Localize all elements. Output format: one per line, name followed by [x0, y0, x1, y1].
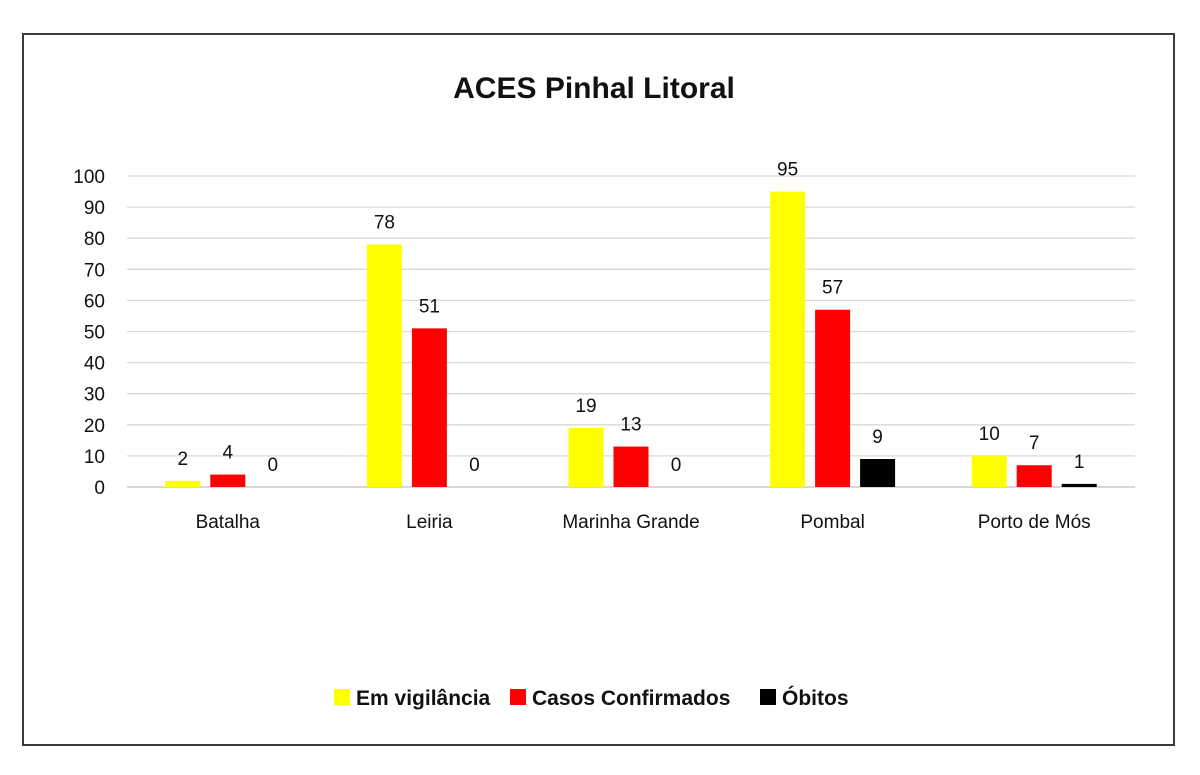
- category-label: Batalha: [196, 512, 261, 533]
- bar: [411, 328, 447, 487]
- category-label: Porto de Mós: [978, 512, 1091, 533]
- y-tick-label: 60: [84, 291, 105, 312]
- data-label: 78: [374, 212, 395, 233]
- legend-swatch: [510, 689, 526, 705]
- category-label: Marinha Grande: [562, 512, 699, 533]
- data-label: 2: [178, 449, 189, 470]
- y-tick-label: 20: [84, 416, 105, 437]
- data-label: 95: [777, 160, 798, 181]
- data-label: 10: [979, 424, 1000, 445]
- bar: [366, 244, 402, 487]
- bar: [815, 309, 851, 487]
- data-label: 13: [620, 415, 641, 436]
- y-tick-label: 80: [84, 229, 105, 250]
- bar: [165, 480, 201, 487]
- data-label: 51: [419, 296, 440, 317]
- bar: [568, 427, 604, 487]
- y-tick-label: 40: [84, 354, 105, 375]
- legend-label: Óbitos: [782, 686, 849, 710]
- data-label: 0: [469, 455, 480, 476]
- bar: [1061, 483, 1097, 487]
- y-tick-label: 100: [73, 167, 105, 188]
- x-axis: Batalha Leiria Marinha Grande Pombal Porto d…: [196, 512, 1091, 533]
- legend-label: Casos Confirmados: [532, 687, 730, 710]
- bar: [210, 474, 246, 487]
- bar: [1016, 465, 1052, 487]
- bar: [971, 455, 1007, 487]
- y-tick-label: 90: [84, 198, 105, 219]
- bar-chart: ACES Pinhal Litoral 01020304050607080901…: [73, 72, 1135, 710]
- data-label: 4: [223, 443, 234, 464]
- y-tick-label: 30: [84, 385, 105, 406]
- chart-frame: ACES Pinhal Litoral 0 10 20 30 40 50 60 70 80 90 1…: [22, 33, 1175, 746]
- chart-title: ACES Pinhal Litoral: [453, 72, 735, 105]
- data-label: 7: [1029, 433, 1040, 454]
- bars: [165, 191, 1097, 488]
- data-label: 57: [822, 278, 843, 299]
- category-label: Leiria: [406, 512, 453, 533]
- bar: [613, 446, 649, 487]
- data-label: 19: [575, 396, 596, 417]
- bar: [770, 191, 806, 488]
- y-tick-label: 10: [84, 447, 105, 468]
- y-axis: 0 10 20 30 40 50 60 70 80 90 100: [73, 167, 105, 499]
- gridlines: [127, 175, 1135, 488]
- legend-label: Em vigilância: [356, 687, 491, 710]
- bar: [860, 459, 896, 487]
- y-tick-label: 0: [94, 478, 105, 499]
- data-label: 1: [1074, 452, 1085, 473]
- category-label: Pombal: [800, 512, 864, 533]
- legend-swatch: [760, 689, 776, 705]
- data-label: 0: [268, 455, 279, 476]
- y-tick-label: 50: [84, 323, 105, 344]
- data-label: 0: [671, 455, 682, 476]
- y-tick-label: 70: [84, 260, 105, 281]
- legend-swatch: [334, 689, 350, 705]
- legend: Em vigilância Casos Confirmados Óbitos: [334, 686, 849, 710]
- data-label: 9: [872, 427, 883, 448]
